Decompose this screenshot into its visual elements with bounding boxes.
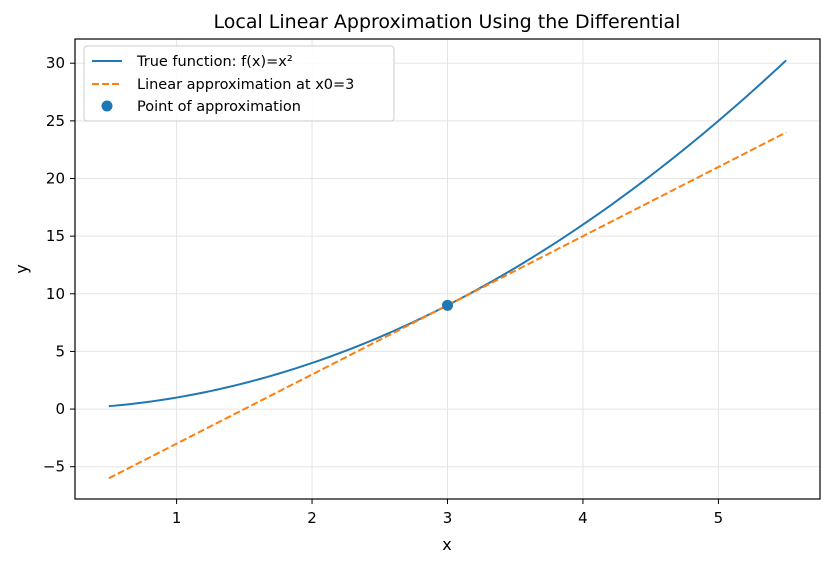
legend-entry-label: Point of approximation — [137, 99, 301, 115]
point-of-approximation-marker — [442, 299, 453, 311]
legend-entry-label: True function: f(x)=x² — [136, 54, 293, 70]
y-tick-label: −5 — [43, 458, 65, 476]
x-tick-label: 1 — [172, 509, 182, 527]
x-tick-label: 2 — [307, 509, 317, 527]
legend: True function: f(x)=x² Linear approximati… — [83, 45, 395, 122]
y-tick-label: 15 — [46, 227, 65, 245]
legend-entry-label: Linear approximation at x0=3 — [137, 77, 354, 93]
y-tick-label: 0 — [55, 400, 65, 418]
grid — [75, 39, 820, 499]
y-tick-label: 25 — [46, 112, 65, 130]
x-axis-label: x — [442, 535, 451, 554]
y-axis: −5 0 5 10 15 20 25 30 — [43, 54, 75, 476]
y-tick-label: 30 — [46, 54, 65, 72]
x-tick-label: 4 — [578, 509, 588, 527]
x-axis: 1 2 3 4 5 — [172, 499, 723, 527]
plot-area — [108, 59, 787, 480]
y-axis-label: y — [12, 264, 31, 273]
y-tick-label: 10 — [46, 285, 65, 303]
legend-swatch-point — [101, 100, 113, 112]
y-tick-label: 5 — [55, 342, 65, 360]
x-tick-label: 3 — [443, 509, 453, 527]
legend-box — [83, 45, 395, 122]
x-tick-label: 5 — [714, 509, 724, 527]
chart-title: Local Linear Approximation Using the Dif… — [214, 11, 681, 33]
y-tick-label: 20 — [46, 169, 65, 187]
